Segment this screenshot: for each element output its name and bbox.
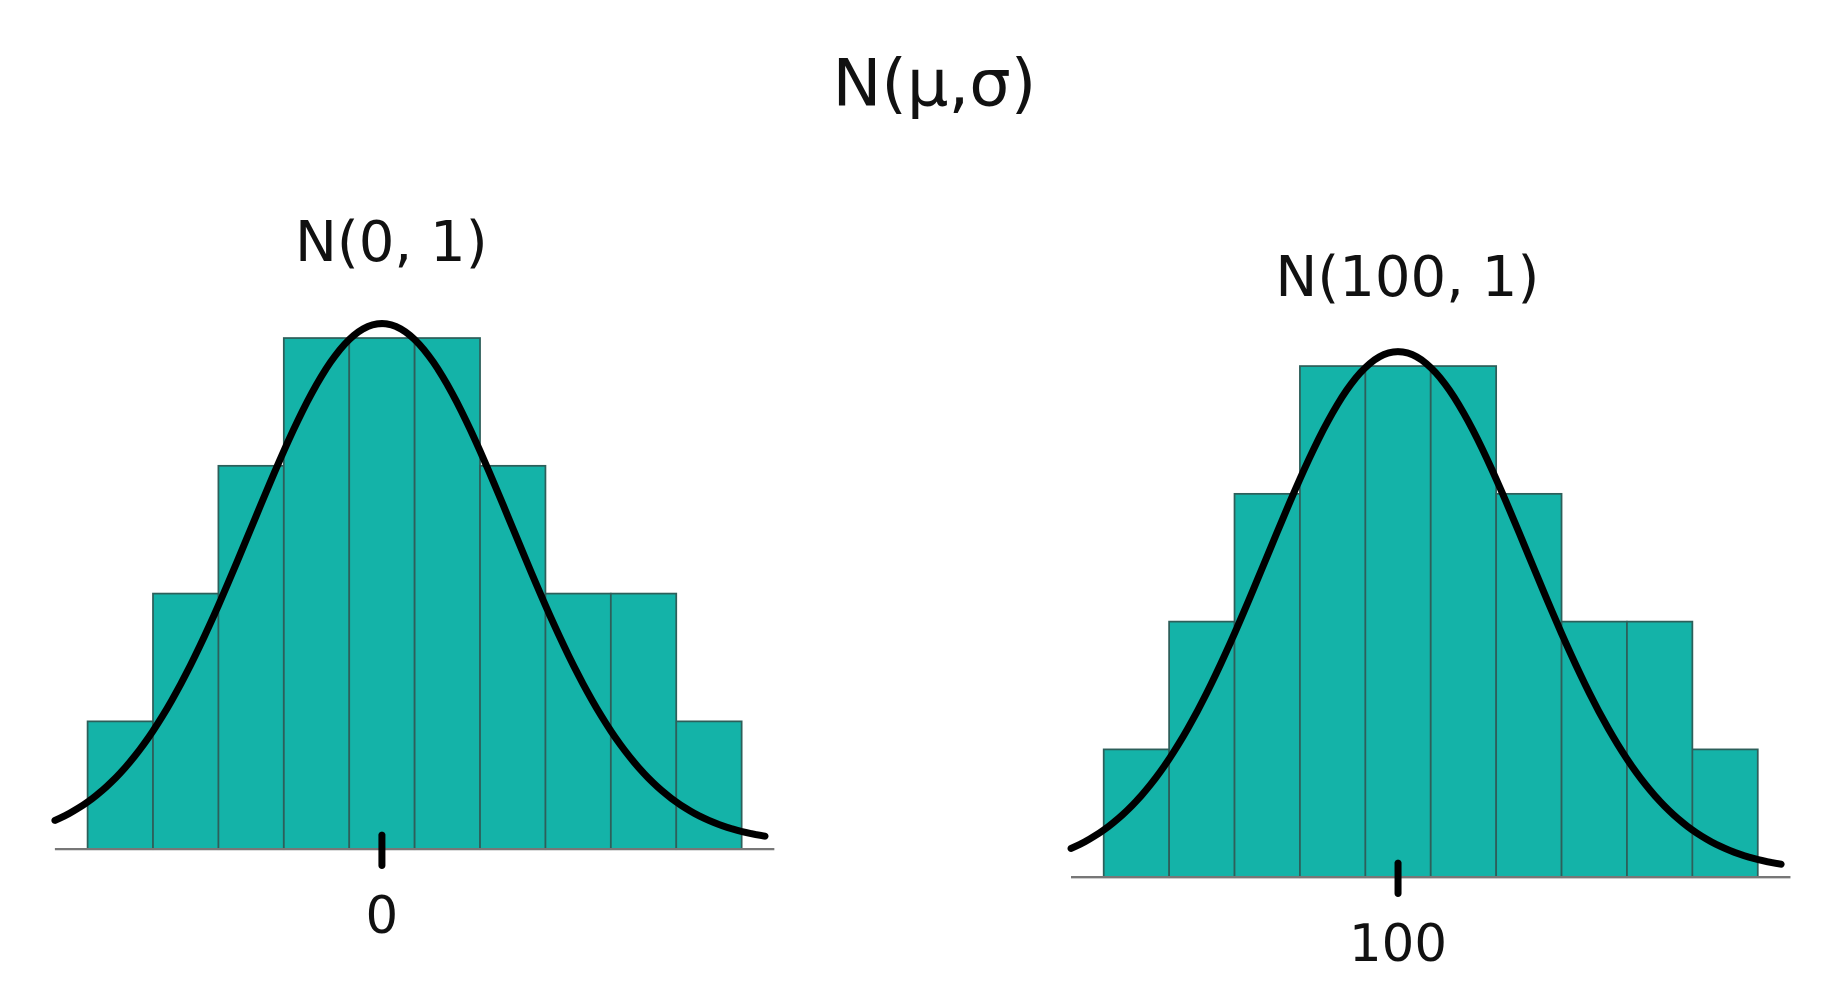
bar bbox=[1364, 365, 1432, 879]
bar bbox=[348, 337, 416, 851]
bar bbox=[413, 337, 481, 851]
bar bbox=[609, 592, 678, 851]
bar bbox=[1626, 620, 1694, 879]
bell-curve bbox=[1067, 348, 1785, 868]
figure-title: N(μ,σ) bbox=[832, 46, 1036, 122]
chart-title: N(100, 1) bbox=[1275, 245, 1539, 310]
bar bbox=[1299, 365, 1367, 879]
bell-curve bbox=[51, 320, 769, 840]
bar bbox=[1429, 365, 1498, 879]
x-tick-label: 100 bbox=[1349, 914, 1447, 974]
chart-title: N(0, 1) bbox=[295, 210, 488, 275]
bar bbox=[282, 337, 351, 851]
x-tick-label: 0 bbox=[366, 886, 399, 946]
